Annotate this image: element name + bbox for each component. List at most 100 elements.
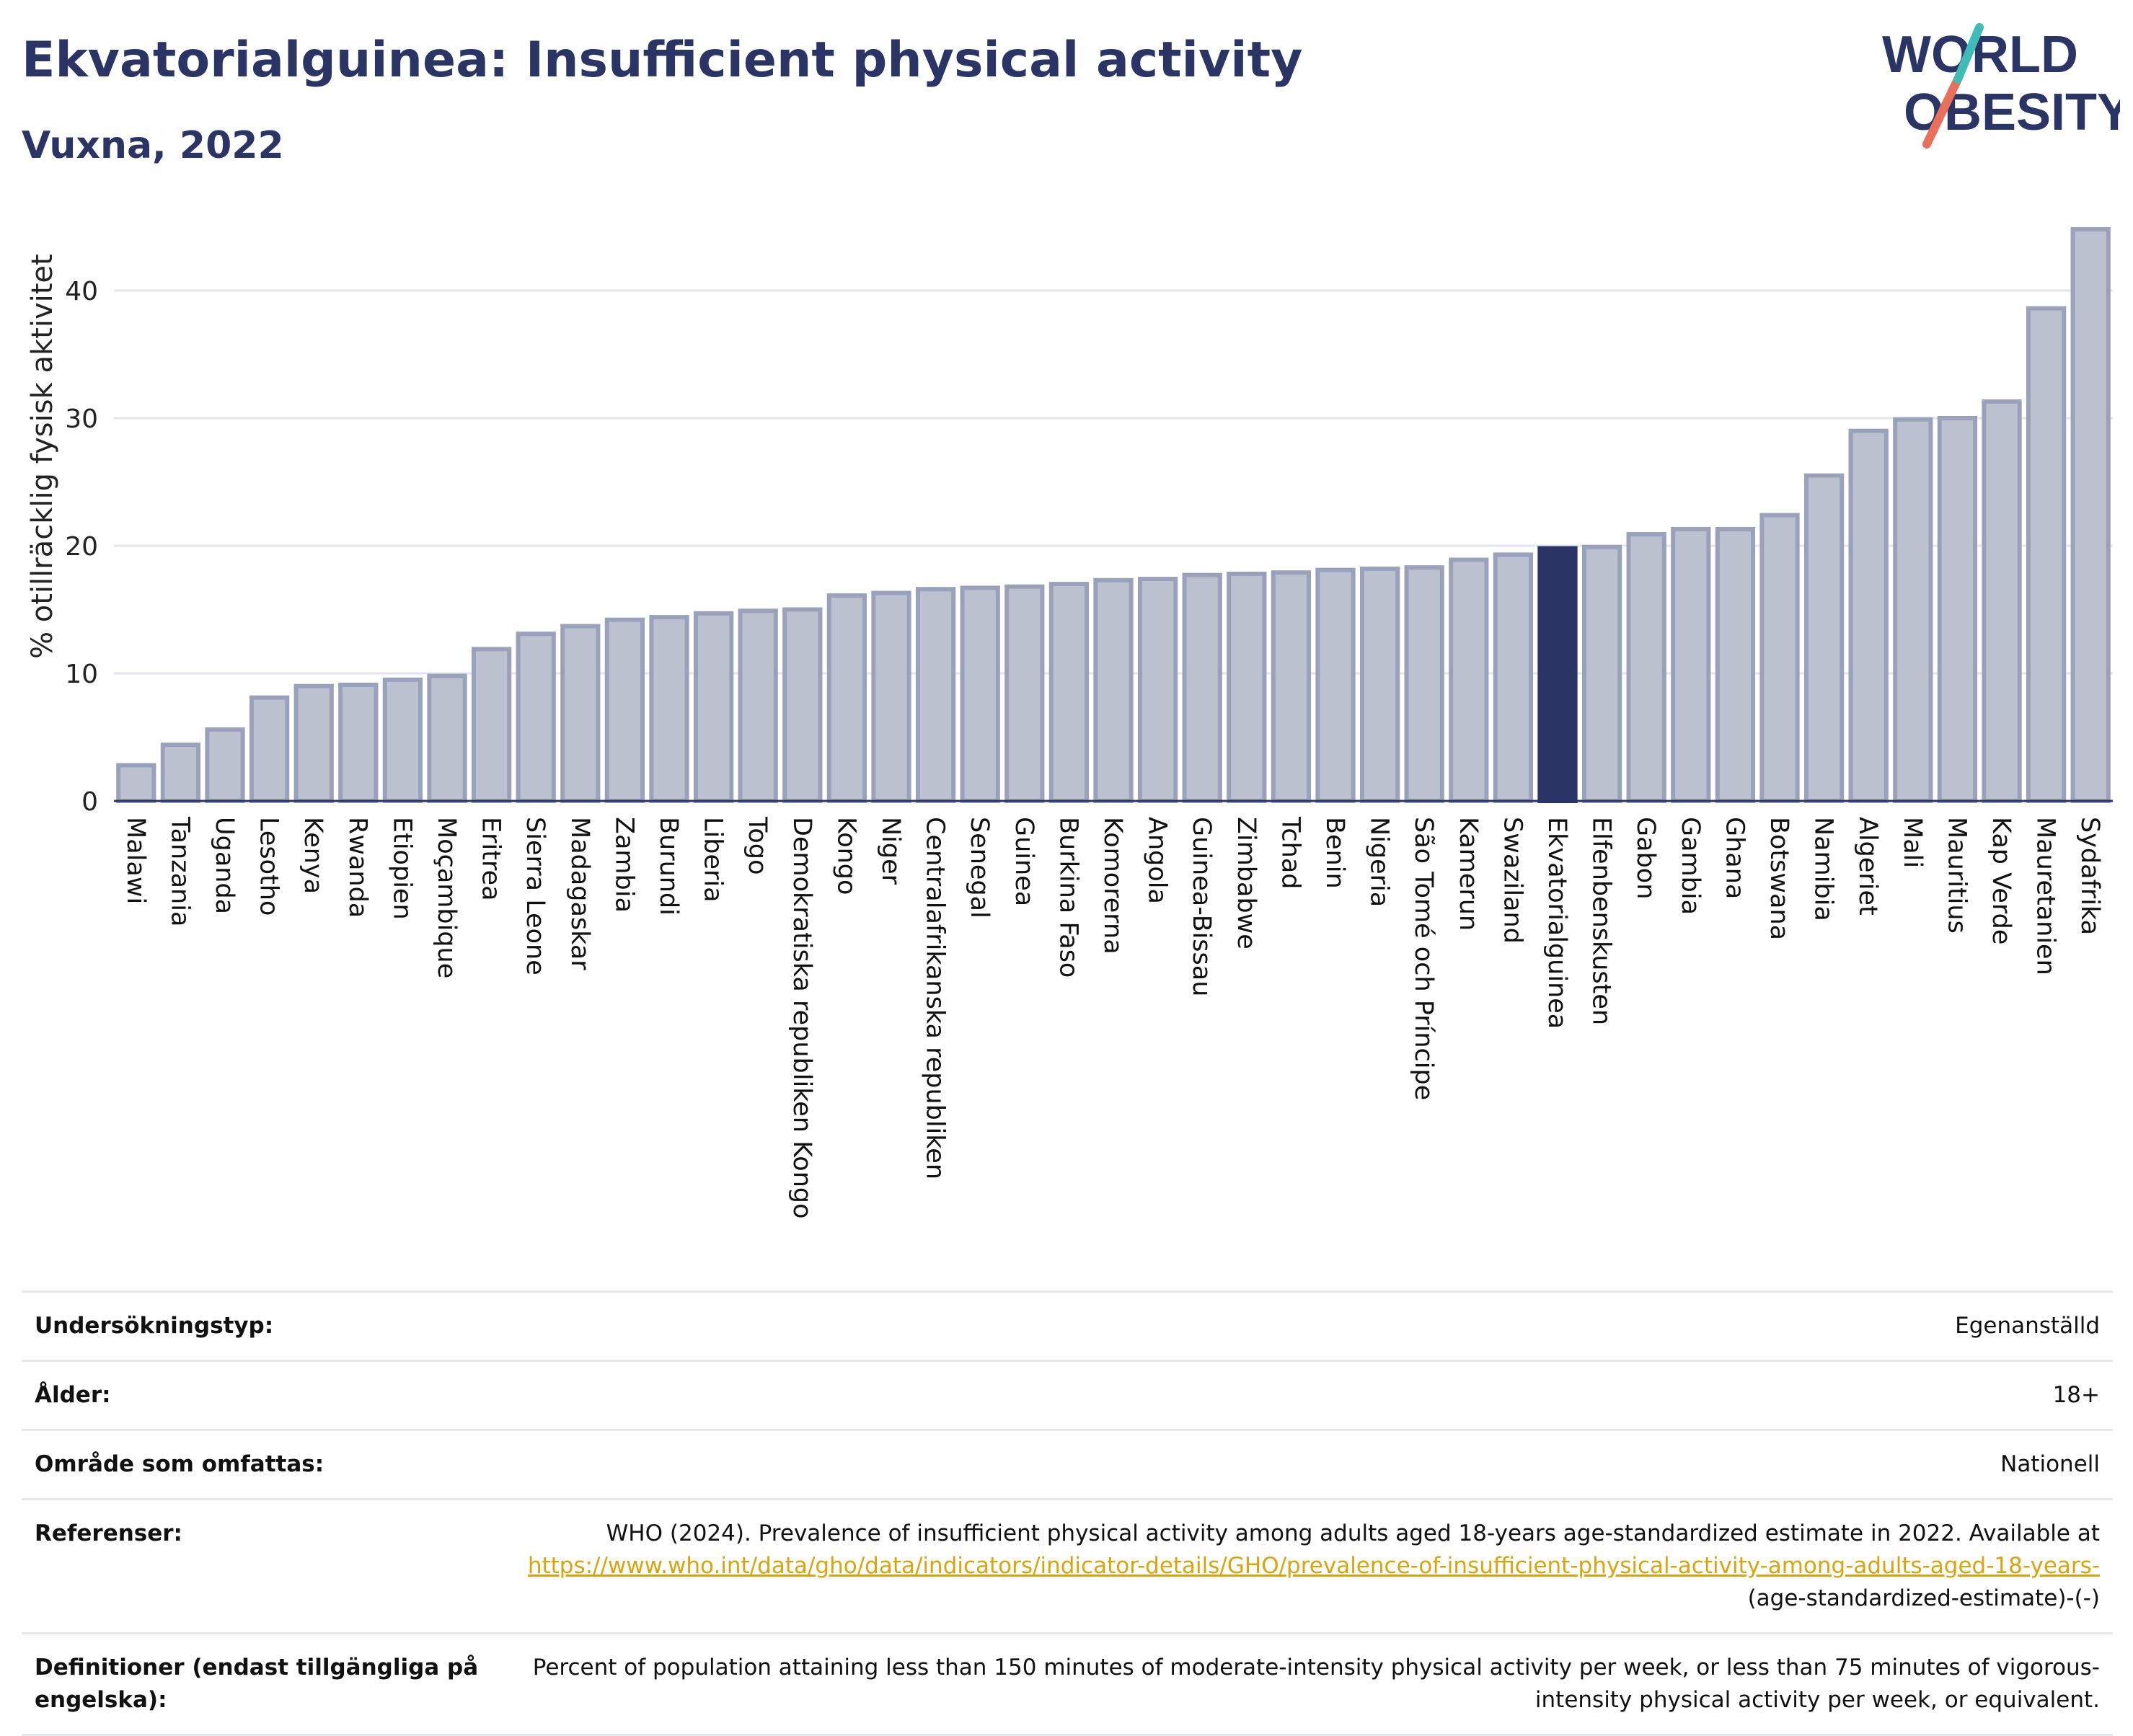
definitions-label: Definitioner (endast tillgängliga på eng… <box>35 1654 479 1713</box>
x-tick-label: Niger <box>876 817 905 885</box>
y-tick-label: 0 <box>81 787 98 817</box>
bar-lesotho <box>249 695 290 803</box>
bar-mauretanien <box>2026 306 2067 803</box>
bar-benin <box>1315 567 1356 803</box>
x-tick-label: Burkina Faso <box>1054 817 1082 978</box>
reference-tail: (age-standardized-estimate)-(-) <box>1747 1585 2100 1611</box>
y-axis-label: % otillräcklig fysisk aktivitet <box>26 254 59 659</box>
x-tick-label: Benin <box>1320 817 1349 889</box>
bar-eritrea <box>471 647 512 803</box>
bar-botswana <box>1759 513 1800 804</box>
logo-slash-teal <box>1953 23 1984 84</box>
x-tick-label: Sierra Leone <box>521 817 549 975</box>
bar-mauritius <box>1937 416 1978 803</box>
x-tick-label: Tchad <box>1276 816 1304 890</box>
x-tick-label: Zambia <box>609 817 638 913</box>
bar-chart: 0 10 20 30 40% otillräcklig fysisk aktivitet… <box>26 227 2113 1219</box>
reference-link[interactable]: https://www.who.int/data/gho/data/indica… <box>527 1552 2100 1579</box>
world-obesity-logo: WORLD OBESITY <box>1882 23 2120 149</box>
bar-malawi <box>116 763 156 803</box>
references-value: WHO (2024). Prevalence of insufficient p… <box>509 1500 2113 1632</box>
x-tick-label: Rwanda <box>343 817 372 918</box>
y-tick-label: 40 <box>65 277 98 306</box>
bar-elfenbenskusten <box>1581 544 1622 804</box>
bar-etiopien <box>382 677 423 803</box>
bar-nigeria <box>1359 566 1400 803</box>
x-tick-label: Centralafrikanska republiken <box>921 817 950 1179</box>
x-tick-label: Kongo <box>831 817 860 895</box>
bar-gabon <box>1626 532 1666 803</box>
x-tick-label: Ekvatorialguinea <box>1542 817 1571 1029</box>
bar-kamerun <box>1449 557 1489 803</box>
x-tick-label: Burundi <box>654 817 683 916</box>
bar-rwanda <box>338 682 379 803</box>
bar-niger <box>871 590 911 803</box>
x-tick-label: Lesotho <box>255 817 283 916</box>
bar-sierra-leone <box>516 632 556 803</box>
bar-ekvatorialguinea <box>1537 546 1578 803</box>
info-row-area: Område som omfattas: Nationell <box>22 1428 2113 1498</box>
area-label: Område som omfattas: <box>35 1451 324 1477</box>
bar-senegal <box>960 585 1000 803</box>
x-tick-label: Guinea-Bissau <box>1187 817 1216 996</box>
bar-gambia <box>1671 526 1711 803</box>
bar-centralafrikanska-republiken <box>915 587 956 803</box>
bar-zambia <box>604 617 645 803</box>
x-tick-label: Tanzania <box>165 816 194 926</box>
bar-burundi <box>649 615 689 803</box>
x-tick-label: Gambia <box>1676 817 1705 915</box>
bar-s-o-tom-och-pr-ncipe <box>1404 565 1444 804</box>
area-value: Nationell <box>2000 1451 2100 1477</box>
bar-sydafrika <box>2070 227 2111 804</box>
x-tick-label: Madagaskar <box>565 817 594 970</box>
bar-kap-verde <box>1982 399 2022 803</box>
bar-mo-ambique <box>427 673 467 803</box>
y-tick-label: 30 <box>65 404 98 434</box>
x-tick-label: Guinea <box>1010 817 1038 906</box>
bar-guinea <box>1004 584 1045 803</box>
y-tick-label: 20 <box>65 532 98 562</box>
bar-burkina-faso <box>1048 582 1090 803</box>
bar-zimbabwe <box>1227 571 1267 803</box>
x-tick-label: Kenya <box>299 817 327 894</box>
bar-angola <box>1137 577 1178 804</box>
x-tick-label: Ghana <box>1720 817 1749 899</box>
survey-label: Undersökningstyp: <box>35 1313 274 1339</box>
x-tick-label: Gabon <box>1631 817 1660 899</box>
x-tick-label: Swaziland <box>1498 817 1527 944</box>
bar-namibia <box>1803 473 1845 804</box>
info-table: Undersökningstyp: Egenanställd Ålder: 18… <box>22 1290 2113 1736</box>
x-tick-label: Mauretanien <box>2031 817 2060 975</box>
x-tick-label: Uganda <box>210 817 239 914</box>
x-tick-label: Malawi <box>121 817 150 904</box>
chart-title: Ekvatorialguinea: Insufficient physical … <box>22 32 1303 89</box>
x-tick-label: Sydafrika <box>2075 817 2104 935</box>
bar-komorerna <box>1093 577 1134 803</box>
definitions-value: Percent of population attaining less tha… <box>532 1654 2100 1713</box>
logo-slash-red <box>1922 75 1962 149</box>
bar-tanzania <box>160 743 201 803</box>
x-tick-label: Mali <box>1898 817 1927 868</box>
x-tick-label: Moçambique <box>432 817 461 978</box>
info-row-references: Referenser: WHO (2024). Prevalence of in… <box>22 1497 2113 1632</box>
info-row-age: Ålder: 18+ <box>22 1359 2113 1429</box>
bar-kongo <box>826 593 867 804</box>
y-tick-label: 10 <box>65 660 98 689</box>
age-label: Ålder: <box>35 1381 111 1408</box>
bar-madagaskar <box>560 624 601 804</box>
x-tick-label: Kamerun <box>1454 817 1483 931</box>
x-tick-label: Namibia <box>1809 817 1838 921</box>
x-tick-label: Demokratiska republiken Kongo <box>787 817 816 1219</box>
chart-subtitle: Vuxna, 2022 <box>22 124 284 167</box>
age-value: 18+ <box>2052 1381 2100 1408</box>
bar-liberia <box>693 611 734 803</box>
references-label: Referenser: <box>35 1520 182 1546</box>
bar-mali <box>1893 417 1933 803</box>
info-row-survey: Undersökningstyp: Egenanställd <box>22 1290 2113 1360</box>
info-row-definitions: Definitioner (endast tillgängliga på eng… <box>22 1631 2113 1736</box>
x-tick-label: Etiopien <box>387 817 416 920</box>
x-tick-label: Algeriet <box>1853 817 1882 916</box>
bar-ghana <box>1715 526 1756 803</box>
x-tick-label: Elfenbenskusten <box>1587 817 1616 1025</box>
bar-algeriet <box>1848 428 1889 803</box>
